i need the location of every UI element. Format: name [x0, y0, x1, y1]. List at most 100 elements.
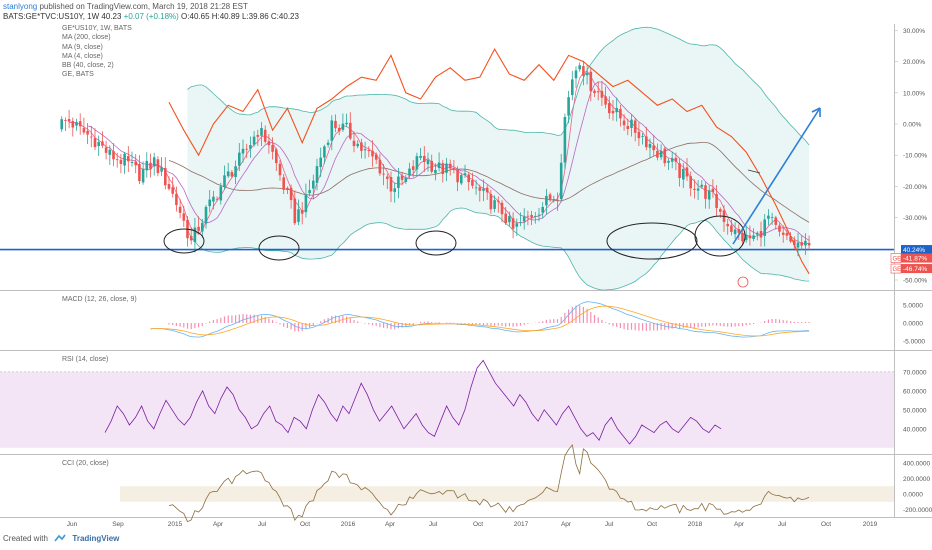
candle-body: [626, 125, 630, 130]
candle-body: [71, 121, 75, 128]
candle-body: [537, 214, 541, 216]
candle-body: [704, 185, 707, 199]
candle-body: [785, 233, 789, 236]
candle-body: [108, 149, 112, 155]
candle-body: [411, 166, 415, 170]
price-label-box: [901, 245, 932, 255]
bollinger-lower-line: [187, 207, 810, 291]
candle-body: [593, 90, 596, 94]
candle-body: [67, 119, 71, 122]
candle-body: [456, 169, 459, 183]
candle-body: [408, 168, 411, 176]
y-tick-label: 20.00%: [903, 59, 925, 66]
candle-body: [522, 216, 526, 222]
candle-body: [741, 232, 744, 242]
candle-body: [93, 137, 97, 148]
cci-y-tick-label: 200.0000: [903, 476, 930, 483]
candle-body: [600, 90, 604, 98]
candle-body: [115, 159, 119, 161]
rsi-pane-label[interactable]: RSI (14, close): [62, 356, 109, 363]
annotation-circle: [163, 228, 205, 254]
ohlc-label: O:40.65 H:40.89 L:39.86 C:40.23: [181, 12, 299, 21]
rsi-y-tick-label: 50.0000: [903, 407, 927, 414]
candle-body: [493, 200, 496, 209]
candle-body: [467, 174, 470, 183]
candle-body: [64, 120, 67, 121]
candle-body: [271, 145, 274, 152]
candle-body: [608, 103, 611, 114]
candle-body: [238, 152, 241, 166]
y-tick-label: 30.00%: [903, 28, 925, 35]
candle-body: [504, 213, 507, 224]
ma9-line: [87, 81, 810, 241]
y-tick-label: 10.00%: [903, 90, 925, 97]
candle-body: [249, 145, 252, 149]
legend-item-main[interactable]: GE*US10Y, 1W, BATS: [62, 25, 132, 32]
candle-body: [430, 160, 433, 172]
publish-info: stanlyong published on TradingView.com, …: [3, 2, 248, 11]
candle-body: [197, 226, 200, 231]
rsi-y-tick-label: 60.0000: [903, 388, 927, 395]
candle-body: [345, 122, 348, 125]
candle-body: [337, 127, 341, 132]
x-tick-label: 2019: [863, 521, 878, 528]
candle-body: [711, 188, 715, 193]
candle-body: [500, 202, 504, 215]
tradingview-brand-link[interactable]: TradingView: [72, 534, 120, 543]
x-tick-label: 2018: [688, 521, 703, 528]
candle-body: [278, 163, 282, 176]
candle-body: [334, 120, 337, 129]
candle-body: [497, 200, 500, 202]
candle-body: [423, 155, 426, 162]
candle-body: [286, 187, 289, 190]
candle-body: [404, 177, 408, 182]
candle-body: [645, 136, 648, 148]
cci-pane-label[interactable]: CCI (20, close): [62, 460, 109, 467]
candle-body: [445, 163, 448, 173]
candle-body: [774, 217, 778, 225]
candle-body: [752, 235, 755, 239]
projection-arrow-head: [811, 107, 821, 117]
legend-item-bb[interactable]: BB (40, close, 2): [62, 62, 114, 70]
legend-item-ma200[interactable]: MA (200, close): [62, 34, 111, 42]
publish-text: published on TradingView.com, March 19, …: [37, 2, 248, 11]
rsi-line: [104, 359, 722, 445]
candle-body: [630, 119, 633, 129]
candle-body: [552, 199, 556, 201]
candle-body: [297, 209, 300, 222]
candle-body: [696, 188, 700, 191]
author-link[interactable]: stanlyong: [3, 2, 38, 11]
candle-body: [667, 160, 670, 163]
candle-body: [748, 235, 752, 239]
candle-body: [670, 158, 674, 162]
ma200-line: [168, 142, 810, 223]
candle-body: [308, 190, 311, 194]
legend-item-ma4[interactable]: MA (4, close): [62, 52, 103, 60]
candle-body: [511, 218, 515, 229]
candle-body: [127, 156, 130, 162]
candle-body: [770, 217, 774, 218]
candle-body: [559, 162, 563, 199]
annotation-circle: [415, 230, 457, 256]
candle-body: [726, 223, 729, 227]
candle-body: [189, 236, 193, 241]
x-tick-label: Apr: [213, 521, 224, 528]
candle-body: [419, 155, 422, 158]
annotation-dash: [747, 169, 761, 174]
legend-item-ma9[interactable]: MA (9, close): [62, 43, 103, 51]
candle-body: [789, 236, 792, 242]
x-tick-label: Apr: [561, 521, 572, 528]
x-tick-label: Oct: [821, 521, 831, 528]
candle-body: [541, 206, 544, 213]
macd-pane-label[interactable]: MACD (12, 26, close, 9): [62, 296, 137, 303]
candle-body: [97, 142, 100, 146]
candle-body: [356, 143, 359, 147]
candle-body: [615, 108, 618, 113]
legend-item-ge[interactable]: GE, BATS: [62, 71, 94, 79]
candle-body: [82, 128, 86, 133]
candle-body: [604, 96, 607, 105]
candle-body: [400, 175, 404, 180]
candle-body: [659, 150, 663, 158]
y-tick-label: -50.00%: [903, 278, 927, 285]
